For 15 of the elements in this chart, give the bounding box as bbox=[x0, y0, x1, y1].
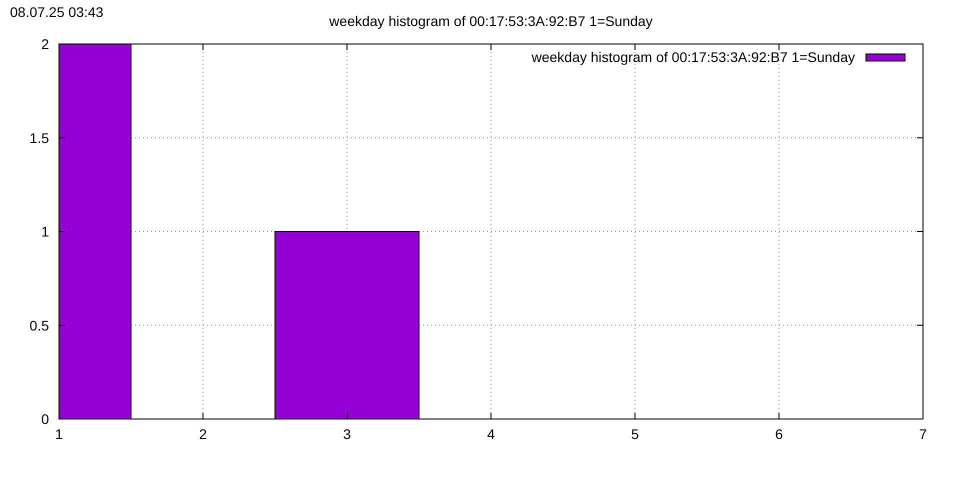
x-tick-label: 1 bbox=[55, 426, 64, 442]
chart-title: weekday histogram of 00:17:53:3A:92:B7 1=Sunday bbox=[328, 13, 653, 29]
x-tick-label: 6 bbox=[775, 426, 784, 442]
text: 08.07.25 03:43 bbox=[10, 4, 104, 20]
y-tick-label: 2 bbox=[41, 36, 50, 52]
y-tick-label: 0 bbox=[41, 411, 50, 427]
x-tick-label: 7 bbox=[919, 426, 928, 442]
y-tick-label: 0.5 bbox=[30, 317, 50, 334]
y-tick-label: 1 bbox=[41, 224, 50, 240]
legend-label: weekday histogram of 00:17:53:3A:92:B7 1=Sunday bbox=[530, 49, 855, 65]
y-tick-label: 1.5 bbox=[30, 130, 50, 146]
x-tick-label: 4 bbox=[487, 426, 496, 442]
x-tick-label: 2 bbox=[199, 426, 208, 442]
x-tick-label: 3 bbox=[343, 426, 352, 442]
x-tick-label: 5 bbox=[631, 426, 640, 442]
